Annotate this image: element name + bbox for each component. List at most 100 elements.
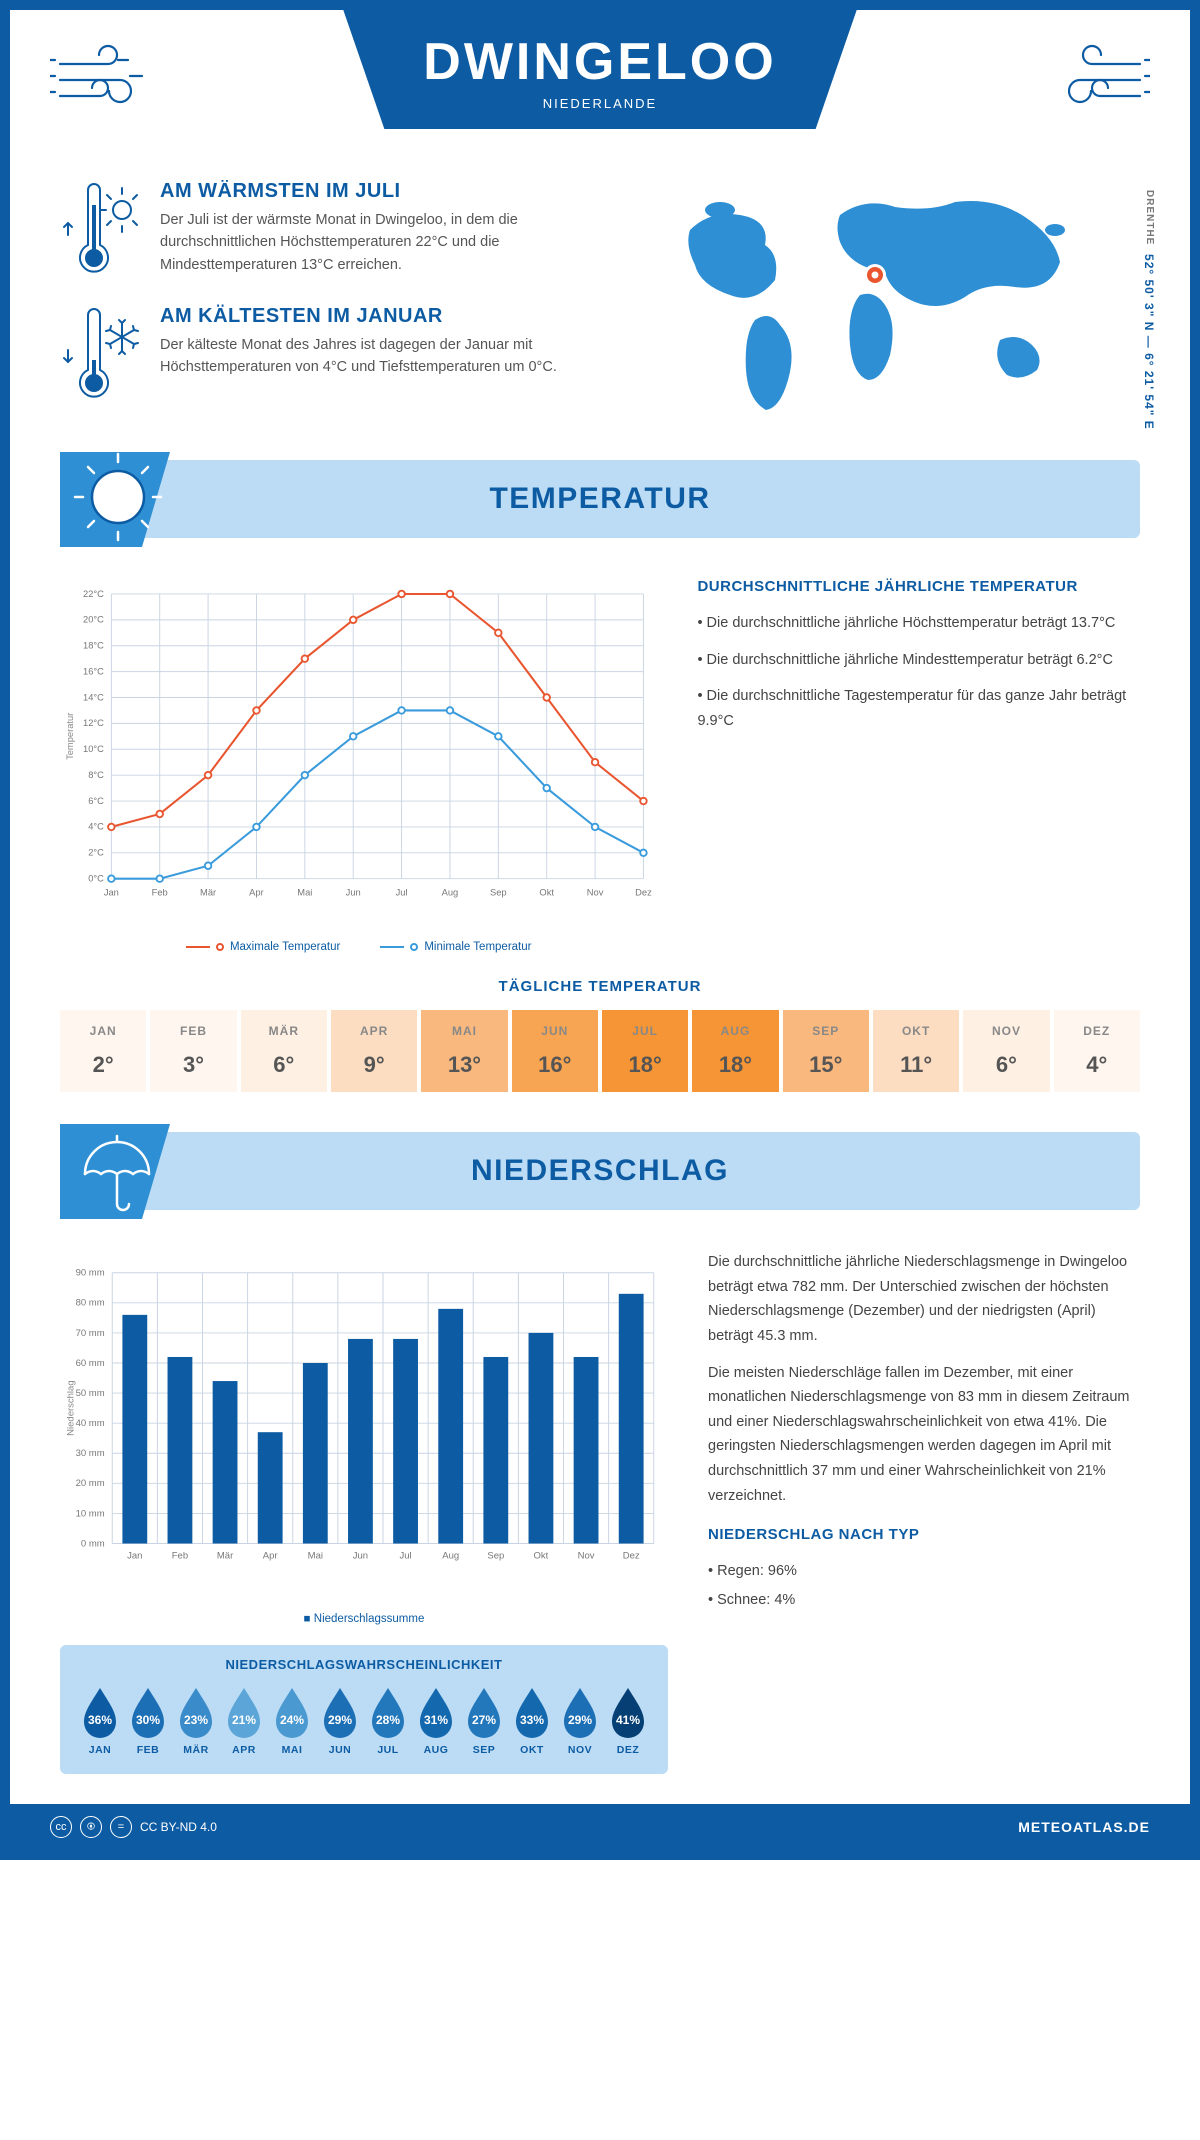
- svg-text:Nov: Nov: [587, 887, 604, 897]
- svg-text:90 mm: 90 mm: [76, 1268, 105, 1279]
- legend-item: Maximale Temperatur: [186, 941, 340, 953]
- svg-text:31%: 31%: [424, 1713, 448, 1727]
- svg-text:12°C: 12°C: [83, 718, 104, 728]
- precip-banner: NIEDERSCHLAG: [60, 1132, 1140, 1210]
- license-text: CC BY-ND 4.0: [140, 1820, 217, 1834]
- site-name: METEOATLAS.DE: [1018, 1819, 1150, 1835]
- prob-drop: 30% FEB: [126, 1684, 170, 1756]
- precip-type-line: • Regen: 96%: [708, 1559, 1140, 1584]
- daily-cell: DEZ4°: [1054, 1010, 1140, 1092]
- svg-text:Mai: Mai: [308, 1551, 323, 1562]
- svg-text:4°C: 4°C: [88, 822, 104, 832]
- thermometer-cold-icon: [60, 305, 140, 405]
- svg-text:10 mm: 10 mm: [76, 1508, 105, 1519]
- daily-temp-grid: JAN2°FEB3°MÄR6°APR9°MAI13°JUN16°JUL18°AU…: [60, 1010, 1140, 1092]
- svg-text:80 mm: 80 mm: [76, 1298, 105, 1309]
- svg-text:16°C: 16°C: [83, 666, 104, 676]
- precip-chart: 0 mm10 mm20 mm30 mm40 mm50 mm60 mm70 mm8…: [60, 1240, 668, 1774]
- region-label: DRENTHE: [1144, 190, 1155, 245]
- coords-text: 52° 50' 3" N — 6° 21' 54" E: [1142, 254, 1156, 430]
- svg-text:36%: 36%: [88, 1713, 112, 1727]
- svg-text:Sep: Sep: [490, 887, 507, 897]
- svg-text:Jan: Jan: [127, 1551, 142, 1562]
- temp-bullet: • Die durchschnittliche jährliche Mindes…: [697, 648, 1140, 673]
- svg-text:41%: 41%: [616, 1713, 640, 1727]
- daily-cell: NOV6°: [963, 1010, 1049, 1092]
- svg-text:30 mm: 30 mm: [76, 1448, 105, 1459]
- svg-text:21%: 21%: [232, 1713, 256, 1727]
- svg-text:Jun: Jun: [346, 887, 361, 897]
- warmest-block: AM WÄRMSTEN IM JULI Der Juli ist der wär…: [60, 180, 620, 280]
- precip-summary: Die durchschnittliche jährliche Niedersc…: [708, 1240, 1140, 1774]
- svg-text:0°C: 0°C: [88, 873, 104, 883]
- svg-text:Jul: Jul: [399, 1551, 411, 1562]
- daily-cell: MÄR6°: [241, 1010, 327, 1092]
- svg-text:40 mm: 40 mm: [76, 1418, 105, 1429]
- coldest-block: AM KÄLTESTEN IM JANUAR Der kälteste Mona…: [60, 305, 620, 405]
- temperature-chart: 0°C2°C4°C6°C8°C10°C12°C14°C16°C18°C20°C2…: [60, 568, 657, 953]
- daily-cell: JAN2°: [60, 1010, 146, 1092]
- svg-text:24%: 24%: [280, 1713, 304, 1727]
- svg-text:Aug: Aug: [442, 1551, 459, 1562]
- precip-p2: Die meisten Niederschläge fallen im Deze…: [708, 1361, 1140, 1509]
- umbrella-icon: [60, 1124, 200, 1224]
- legend-item: Minimale Temperatur: [380, 941, 531, 953]
- svg-text:22°C: 22°C: [83, 589, 104, 599]
- svg-text:23%: 23%: [184, 1713, 208, 1727]
- prob-drop: 21% APR: [222, 1684, 266, 1756]
- precip-type-title: NIEDERSCHLAG NACH TYP: [708, 1526, 1140, 1543]
- svg-text:27%: 27%: [472, 1713, 496, 1727]
- prob-drop: 28% JUL: [366, 1684, 410, 1756]
- svg-text:29%: 29%: [568, 1713, 592, 1727]
- daily-cell: FEB3°: [150, 1010, 236, 1092]
- precip-p1: Die durchschnittliche jährliche Niedersc…: [708, 1250, 1140, 1349]
- svg-text:Jul: Jul: [396, 887, 408, 897]
- by-icon: 🅯: [80, 1816, 102, 1838]
- svg-text:Feb: Feb: [172, 1551, 188, 1562]
- temp-side-title: DURCHSCHNITTLICHE JÄHRLICHE TEMPERATUR: [697, 578, 1140, 595]
- world-map-svg: [660, 180, 1100, 420]
- prob-drop: 27% SEP: [462, 1684, 506, 1756]
- svg-text:0 mm: 0 mm: [81, 1538, 105, 1549]
- svg-text:20°C: 20°C: [83, 615, 104, 625]
- svg-text:Temperatur: Temperatur: [65, 713, 75, 760]
- svg-text:10°C: 10°C: [83, 744, 104, 754]
- prob-drop: 33% OKT: [510, 1684, 554, 1756]
- svg-text:60 mm: 60 mm: [76, 1358, 105, 1369]
- daily-temp-title: TÄGLICHE TEMPERATUR: [60, 978, 1140, 995]
- cold-title: AM KÄLTESTEN IM JANUAR: [160, 305, 620, 328]
- precip-type-line: • Schnee: 4%: [708, 1588, 1140, 1613]
- svg-text:Jan: Jan: [104, 887, 119, 897]
- svg-text:18°C: 18°C: [83, 641, 104, 651]
- license: cc 🅯 = CC BY-ND 4.0: [50, 1816, 217, 1838]
- thermometer-hot-icon: [60, 180, 140, 280]
- daily-cell: SEP15°: [783, 1010, 869, 1092]
- svg-text:29%: 29%: [328, 1713, 352, 1727]
- temp-bullet: • Die durchschnittliche jährliche Höchst…: [697, 611, 1140, 636]
- temp-title: TEMPERATUR: [60, 482, 1140, 516]
- daily-cell: MAI13°: [421, 1010, 507, 1092]
- daily-cell: JUL18°: [602, 1010, 688, 1092]
- country-name: NIEDERLANDE: [423, 96, 776, 111]
- svg-text:Okt: Okt: [539, 887, 554, 897]
- svg-text:30%: 30%: [136, 1713, 160, 1727]
- cc-icon: cc: [50, 1816, 72, 1838]
- svg-text:Dez: Dez: [623, 1551, 640, 1562]
- prob-drop: 29% JUN: [318, 1684, 362, 1756]
- prob-drop: 24% MAI: [270, 1684, 314, 1756]
- temperature-banner: TEMPERATUR: [60, 460, 1140, 538]
- precip-title: NIEDERSCHLAG: [60, 1154, 1140, 1188]
- svg-text:Apr: Apr: [263, 1551, 278, 1562]
- svg-text:Mär: Mär: [217, 1551, 233, 1562]
- warm-text: Der Juli ist der wärmste Monat in Dwinge…: [160, 209, 620, 276]
- wind-icon: [1040, 40, 1150, 120]
- svg-text:50 mm: 50 mm: [76, 1388, 105, 1399]
- svg-text:Mai: Mai: [297, 887, 312, 897]
- prob-drop: 36% JAN: [78, 1684, 122, 1756]
- footer: cc 🅯 = CC BY-ND 4.0 METEOATLAS.DE: [10, 1804, 1190, 1850]
- prob-drop: 41% DEZ: [606, 1684, 650, 1756]
- svg-text:Apr: Apr: [249, 887, 264, 897]
- world-map: DRENTHE 52° 50' 3" N — 6° 21' 54" E: [660, 180, 1140, 430]
- title-ribbon: DWINGELOO NIEDERLANDE: [343, 10, 856, 129]
- svg-text:8°C: 8°C: [88, 770, 104, 780]
